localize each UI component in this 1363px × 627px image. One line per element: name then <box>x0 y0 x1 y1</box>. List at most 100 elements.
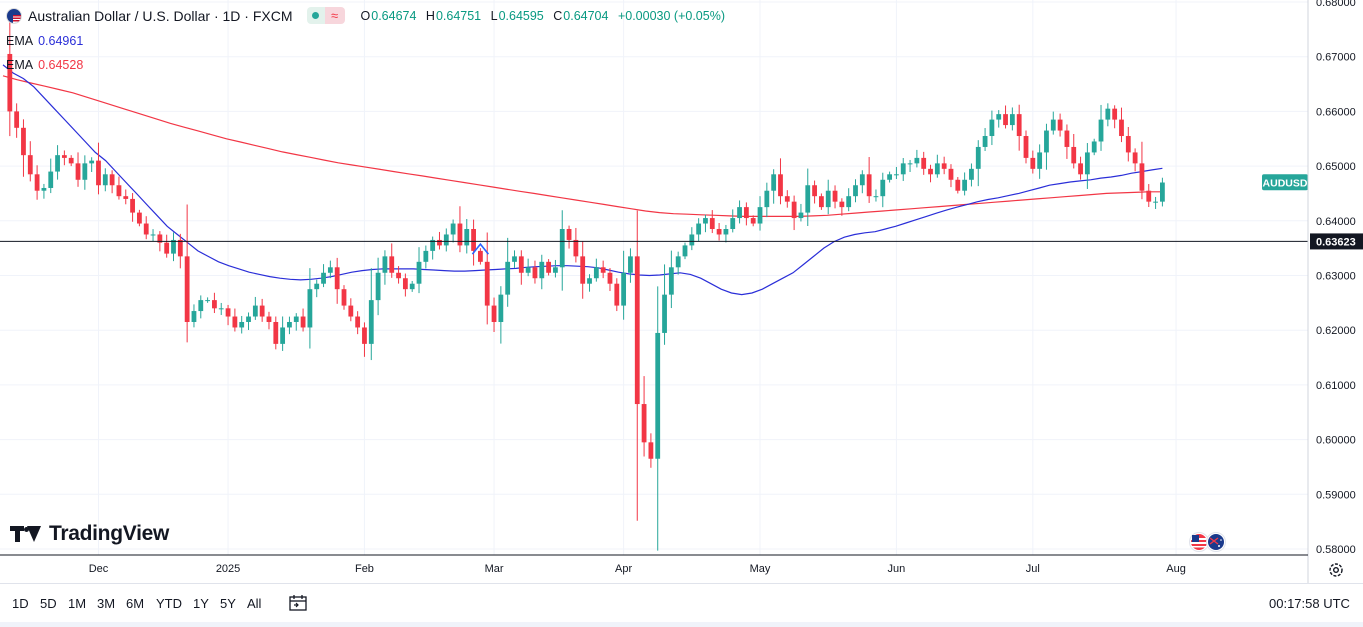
candle-up <box>880 172 886 208</box>
candle-down <box>389 243 395 278</box>
time-axis[interactable]: Dec 2025 Feb Mar Apr May Jun Jul Aug <box>0 554 1308 575</box>
candle-down <box>266 311 272 330</box>
range-6m-button[interactable]: 6M <box>126 596 145 611</box>
candle-down <box>1057 113 1063 137</box>
date-range-calendar-icon[interactable] <box>288 593 308 613</box>
horizontal-level-tag <box>1310 233 1363 250</box>
candle-up <box>962 172 968 196</box>
candle-up <box>512 250 517 268</box>
ema-fast-value: 0.64961 <box>38 34 84 48</box>
candle-down <box>839 198 845 216</box>
candle-down <box>21 119 26 177</box>
candle-down <box>273 316 279 350</box>
price-axis[interactable]: 0.68000 0.67000 0.66000 0.65000 0.64000 0.630… <box>1307 0 1363 583</box>
candle-down <box>232 308 238 332</box>
ema-slow-legend[interactable]: EMA 0.64528 <box>6 58 83 72</box>
candle-up <box>198 295 204 319</box>
candle-down <box>34 165 40 200</box>
time-tick-label: Aug <box>1166 563 1186 575</box>
range-5y-button[interactable]: 5Y <box>220 596 236 611</box>
range-1d-button[interactable]: 1D <box>12 596 29 611</box>
candle-up <box>696 218 702 242</box>
aud-usd-flag-icon <box>6 7 22 24</box>
candle-up <box>239 315 245 334</box>
candle-down <box>396 266 401 284</box>
time-tick-label: Jun <box>888 563 906 575</box>
utc-clock[interactable]: 00:17:58 UTC <box>1269 596 1350 611</box>
range-1m-button[interactable]: 1M <box>68 596 87 611</box>
candle-down <box>1016 104 1022 151</box>
time-tick-label: Mar <box>485 563 504 575</box>
ema-fast-legend[interactable]: EMA 0.64961 <box>6 34 83 48</box>
candle-up <box>887 171 892 183</box>
candle-up <box>171 232 176 262</box>
candle-down <box>819 193 824 210</box>
candle-up <box>907 159 913 173</box>
data-delayed-icon[interactable]: ≈ <box>324 7 345 24</box>
time-tick-label: Apr <box>615 563 632 575</box>
chart-grid <box>0 0 1308 555</box>
candle-down <box>348 298 354 322</box>
candle-up <box>894 166 899 180</box>
candle-down <box>75 152 81 187</box>
symbol-legend[interactable]: Australian Dollar / U.S. Dollar · 1D · F… <box>6 7 731 24</box>
candle-up <box>443 228 449 252</box>
candle-down <box>212 292 217 314</box>
candle-up <box>846 188 852 212</box>
candle-down <box>607 268 613 292</box>
low-label: L <box>490 8 498 23</box>
range-ytd-button[interactable]: YTD <box>156 596 182 611</box>
candle-up <box>505 237 511 307</box>
range-3m-button[interactable]: 3M <box>97 596 116 611</box>
candle-down <box>130 193 135 222</box>
candle-down <box>334 257 340 304</box>
candle-down <box>641 376 647 457</box>
candle-up <box>1098 104 1104 151</box>
chart-settings-gear-icon[interactable] <box>1327 561 1345 579</box>
time-tick-label: Jul <box>1026 563 1040 575</box>
tradingview-mark-icon <box>10 524 42 544</box>
candles <box>7 15 1165 551</box>
symbol-title[interactable]: Australian Dollar / U.S. Dollar · 1D · F… <box>28 7 293 24</box>
candle-up <box>703 214 708 233</box>
range-all-button[interactable]: All <box>247 596 262 611</box>
candle-down <box>1146 184 1152 208</box>
candle-up <box>655 286 661 551</box>
candle-up <box>771 169 777 204</box>
last-price-tag[interactable] <box>1262 174 1308 191</box>
candle-up <box>982 128 988 152</box>
price-tick-label: 0.61000 <box>1316 380 1356 392</box>
candle-up <box>409 280 415 292</box>
range-1y-button[interactable]: 1Y <box>193 596 209 611</box>
market-open-icon[interactable] <box>306 7 325 24</box>
candle-down <box>355 311 361 335</box>
candle-up <box>914 149 920 168</box>
candle-down <box>1119 107 1124 143</box>
candle-down <box>614 278 620 312</box>
candle-down <box>137 209 142 227</box>
drawing-chevron-icon[interactable] <box>471 242 490 255</box>
candle-up <box>628 248 633 283</box>
candle-up <box>430 236 436 260</box>
candle-down <box>716 222 722 241</box>
candle-up <box>934 154 940 178</box>
candle-up <box>41 183 47 199</box>
tradingview-logo[interactable]: TradingView <box>10 522 169 546</box>
candle-down <box>1139 141 1145 200</box>
candle-up <box>764 182 770 218</box>
candle-up <box>368 268 374 361</box>
candle-up <box>1091 138 1097 156</box>
candle-up <box>1009 107 1015 131</box>
currency-flags-icon[interactable] <box>1188 531 1230 553</box>
range-5d-button[interactable]: 5D <box>40 596 57 611</box>
price-chart[interactable]: AUDUSD 0.68000 0.67000 0.66000 0.65000 0.640… <box>0 0 1363 583</box>
price-tick-label: 0.65000 <box>1316 161 1356 173</box>
candle-down <box>14 103 20 138</box>
open-label: O <box>360 8 371 23</box>
candle-down <box>1064 124 1070 159</box>
ohlc-values: O0.64674 H0.64751 L0.64595 C0.64704 +0.0… <box>361 9 731 23</box>
time-tick-label: Feb <box>355 563 374 575</box>
candle-down <box>1071 133 1077 169</box>
candle-down <box>116 176 122 200</box>
candle-up <box>314 279 320 298</box>
